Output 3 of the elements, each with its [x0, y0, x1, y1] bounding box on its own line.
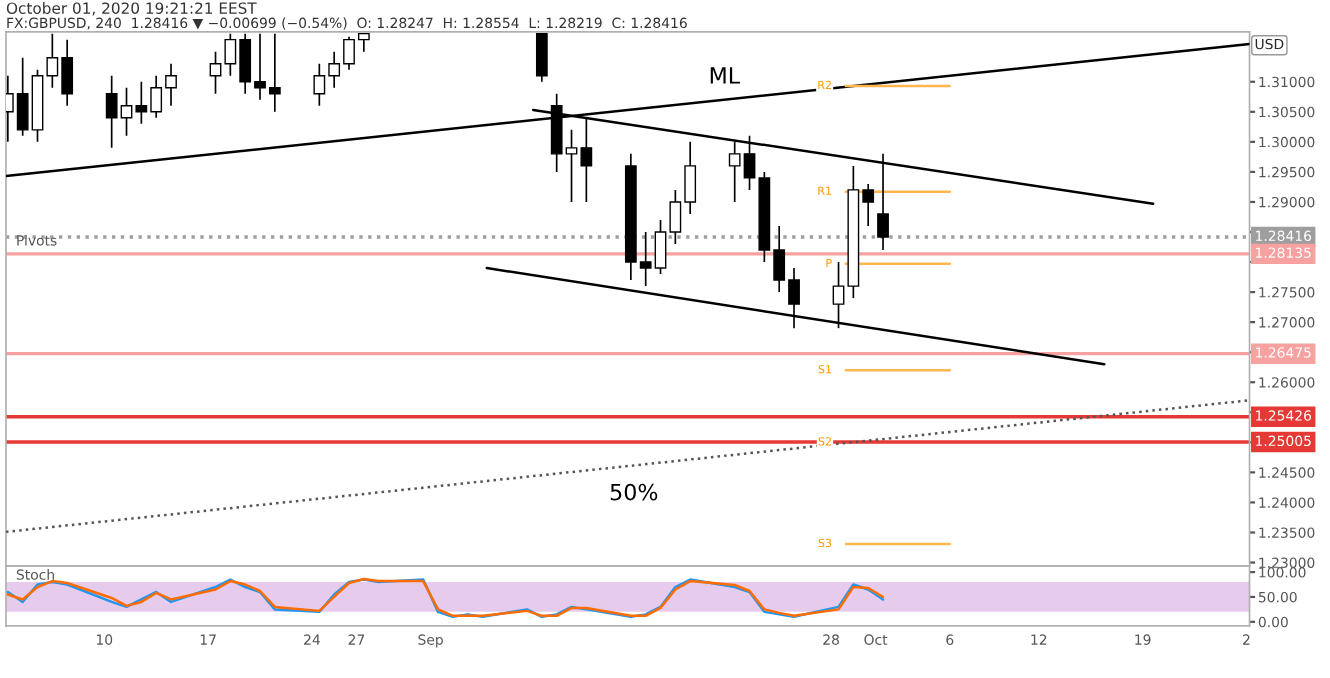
annotation: ML: [710, 67, 741, 84]
annotation: 50%: [610, 483, 658, 501]
candlestick: [535, 32, 548, 83]
